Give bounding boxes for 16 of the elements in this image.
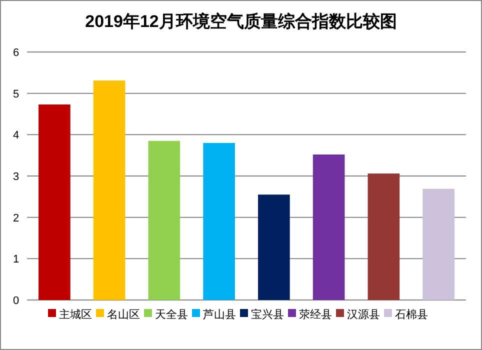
- y-tick-label: 5: [12, 88, 20, 100]
- legend-label: 名山区: [107, 308, 140, 321]
- legend-label: 芦山县: [203, 308, 236, 321]
- y-tick-label: 3: [12, 171, 20, 183]
- legend-label: 石棉县: [395, 309, 428, 321]
- y-tick-label: 4: [12, 130, 20, 142]
- y-tick-label: 1: [12, 254, 20, 266]
- legend-label: 天全县: [155, 309, 188, 321]
- legend-label: 宝兴县: [251, 308, 284, 321]
- legend-label: 荥经县: [299, 308, 332, 321]
- legend-label: 主城区: [59, 308, 92, 321]
- legend-label: 汉源县: [347, 309, 380, 321]
- y-tick-label: 0: [12, 295, 20, 307]
- y-tick-label: 2: [12, 212, 20, 224]
- y-tick-label: 6: [12, 47, 20, 59]
- chart-title: 2019年12月环境空气质量综合指数比较图: [85, 12, 397, 31]
